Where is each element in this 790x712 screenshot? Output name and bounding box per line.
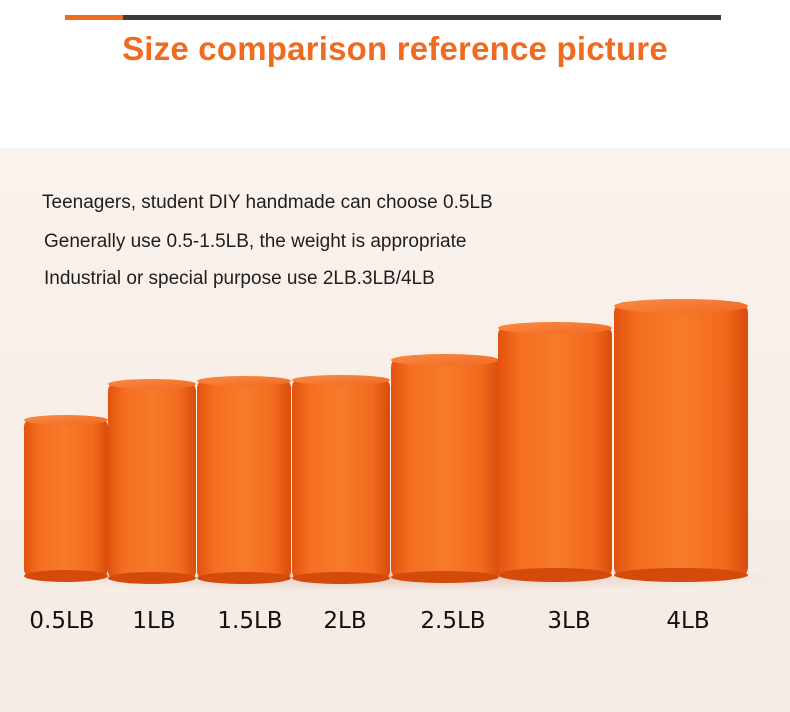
title-divider — [65, 15, 721, 20]
size-labels: 0.5LB 1LB 1.5LB 2LB 2.5LB 3LB 4LB — [0, 148, 790, 712]
title-divider-accent — [65, 15, 123, 20]
caption-block: Teenagers, student DIY handmade can choo… — [0, 148, 790, 289]
caption-line-1: Teenagers, student DIY handmade can choo… — [42, 192, 493, 213]
size-label: 1LB — [132, 608, 176, 634]
size-label: 4LB — [666, 608, 710, 634]
cylinder-4lb — [614, 299, 748, 582]
page-title: Size comparison reference picture — [122, 30, 668, 67]
cylinder-3lb — [498, 322, 612, 582]
size-label: 2LB — [323, 608, 367, 634]
size-label: 2.5LB — [420, 608, 486, 634]
product-photo: Teenagers, student DIY handmade can choo… — [0, 148, 790, 712]
cylinder-0-5lb — [24, 415, 108, 582]
caption-line-3: Industrial or special purpose use 2LB.3L… — [44, 268, 435, 289]
cylinder-1-5lb — [197, 376, 291, 584]
cylinder-1lb — [108, 379, 196, 584]
cylinder-2-5lb — [391, 354, 500, 583]
caption-line-2: Generally use 0.5-1.5LB, the weight is a… — [44, 231, 467, 252]
size-label: 3LB — [547, 608, 591, 634]
cylinder-2lb — [292, 375, 390, 584]
size-label: 1.5LB — [217, 608, 283, 634]
cylinder-group — [0, 299, 790, 592]
size-label: 0.5LB — [29, 608, 95, 634]
